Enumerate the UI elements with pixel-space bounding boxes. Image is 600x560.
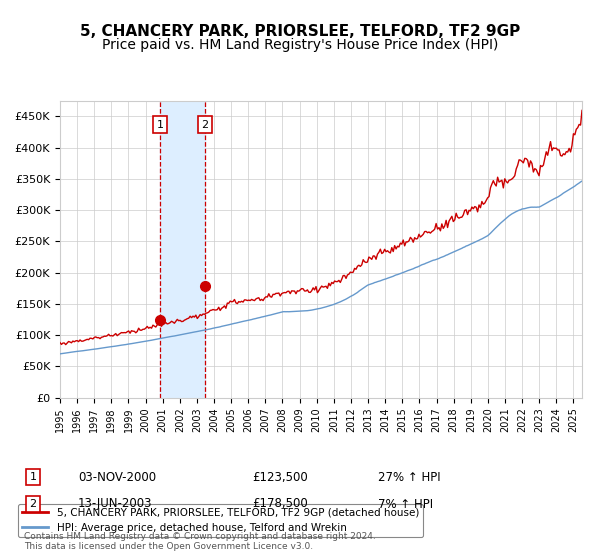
Text: £123,500: £123,500 <box>252 470 308 484</box>
Bar <box>160 101 205 398</box>
Text: Contains HM Land Registry data © Crown copyright and database right 2024.
This d: Contains HM Land Registry data © Crown c… <box>24 532 376 552</box>
Text: Price paid vs. HM Land Registry's House Price Index (HPI): Price paid vs. HM Land Registry's House … <box>102 38 498 52</box>
Text: 7% ↑ HPI: 7% ↑ HPI <box>378 497 433 511</box>
Text: 1: 1 <box>157 119 163 129</box>
Text: 2: 2 <box>201 119 208 129</box>
Text: 13-JUN-2003: 13-JUN-2003 <box>78 497 152 511</box>
Text: 5, CHANCERY PARK, PRIORSLEE, TELFORD, TF2 9GP: 5, CHANCERY PARK, PRIORSLEE, TELFORD, TF… <box>80 24 520 39</box>
Text: 27% ↑ HPI: 27% ↑ HPI <box>378 470 440 484</box>
Text: 2: 2 <box>29 499 37 509</box>
Text: £178,500: £178,500 <box>252 497 308 511</box>
Text: 1: 1 <box>29 472 37 482</box>
Legend: 5, CHANCERY PARK, PRIORSLEE, TELFORD, TF2 9GP (detached house), HPI: Average pri: 5, CHANCERY PARK, PRIORSLEE, TELFORD, TF… <box>18 504 424 537</box>
Text: 03-NOV-2000: 03-NOV-2000 <box>78 470 156 484</box>
